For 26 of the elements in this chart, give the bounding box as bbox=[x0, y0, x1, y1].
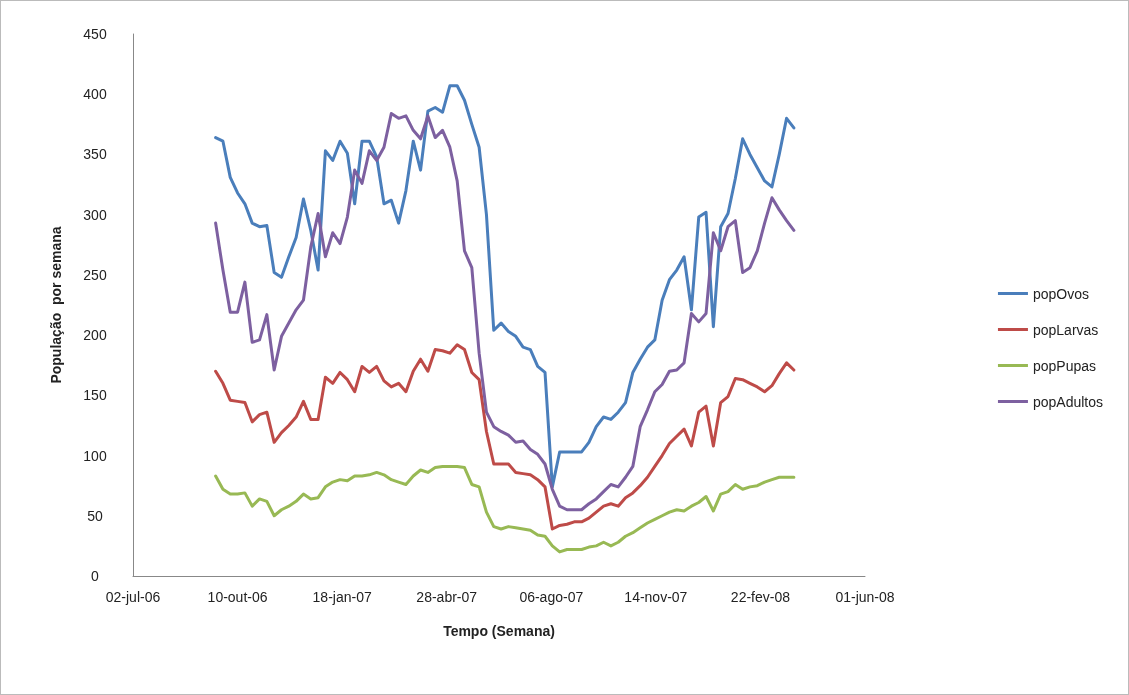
line-series bbox=[214, 464, 796, 554]
x-tick-label: 06-ago-07 bbox=[519, 589, 584, 605]
x-tick-label: 10-out-06 bbox=[207, 589, 268, 605]
x-tick-label: 14-nov-07 bbox=[624, 589, 688, 605]
y-tick-label: 450 bbox=[83, 26, 107, 42]
x-tick-label: 01-jun-08 bbox=[835, 589, 895, 605]
y-tick-label: 300 bbox=[83, 206, 107, 223]
legend-label: popPupas bbox=[1032, 357, 1097, 374]
x-tick-label: 02-jul-06 bbox=[105, 589, 161, 605]
x-tick-label: 18-jan-07 bbox=[312, 589, 372, 605]
y-tick-label: 350 bbox=[83, 146, 107, 163]
y-axis-title: População por semana bbox=[48, 226, 64, 384]
y-tick-label: 400 bbox=[83, 86, 107, 103]
legend-label: popAdultos bbox=[1032, 393, 1104, 410]
y-tick-label: 150 bbox=[83, 387, 107, 404]
y-tick-label: 200 bbox=[83, 327, 107, 344]
legend-label: popOvos bbox=[1032, 285, 1089, 302]
legend-label: popLarvas bbox=[1032, 321, 1099, 338]
line-series bbox=[214, 343, 796, 531]
y-tick-label: 250 bbox=[83, 266, 107, 283]
x-tick-label: 28-abr-07 bbox=[416, 589, 478, 605]
y-tick-label: 100 bbox=[83, 447, 107, 464]
x-axis-title: Tempo (Semana) bbox=[443, 623, 555, 639]
x-tick-label: 22-fev-08 bbox=[730, 589, 791, 605]
y-tick-label: 50 bbox=[87, 507, 103, 524]
y-tick-label: 0 bbox=[91, 568, 100, 584]
